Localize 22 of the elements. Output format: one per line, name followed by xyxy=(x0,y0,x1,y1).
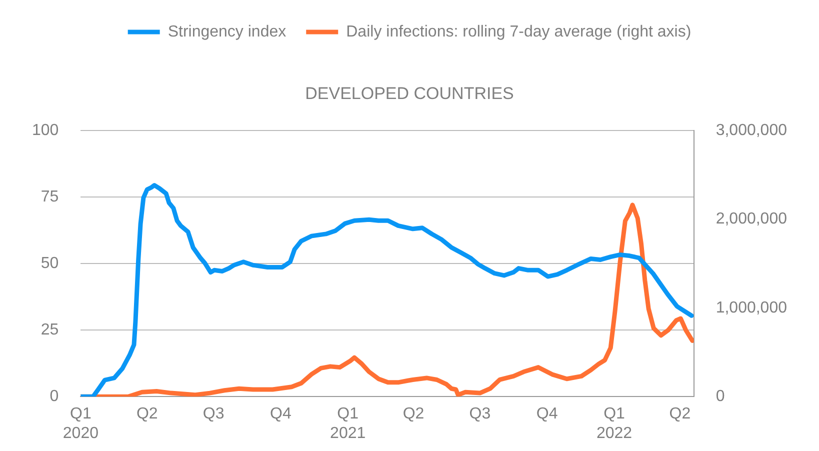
y2-tick-label: 1,000,000 xyxy=(716,299,788,316)
y-tick-label: 100 xyxy=(32,122,59,139)
y2-tick-label: 0 xyxy=(716,388,725,406)
x-tick-label: Q1 2020 xyxy=(62,406,99,442)
y-tick-label: 50 xyxy=(40,254,59,272)
x-tick-label: Q3 xyxy=(202,406,224,423)
y2-tick-label: 3,000,000 xyxy=(716,122,788,139)
y-tick-label: 0 xyxy=(50,388,59,406)
y2-tick-label: 2,000,000 xyxy=(716,210,788,228)
x-tick-label: Q4 xyxy=(270,406,292,423)
legend-label: Daily infections: rolling 7-day average (right axis) xyxy=(346,23,692,40)
x-tick-label: Q1 2022 xyxy=(596,406,632,442)
y-tick-label: 25 xyxy=(40,321,59,338)
legend-label: Stringency index xyxy=(168,23,286,40)
y-tick-label: 75 xyxy=(40,188,59,206)
x-tick-label: Q2 xyxy=(136,406,158,423)
x-tick-label: Q2 xyxy=(669,406,691,423)
x-tick-label: Q1 2021 xyxy=(330,406,366,442)
x-tick-label: Q3 xyxy=(469,406,491,423)
x-tick-label: Q2 xyxy=(402,406,424,423)
chart-title: DEVELOPED COUNTRIES xyxy=(305,84,514,103)
x-tick-label: Q4 xyxy=(536,406,558,423)
